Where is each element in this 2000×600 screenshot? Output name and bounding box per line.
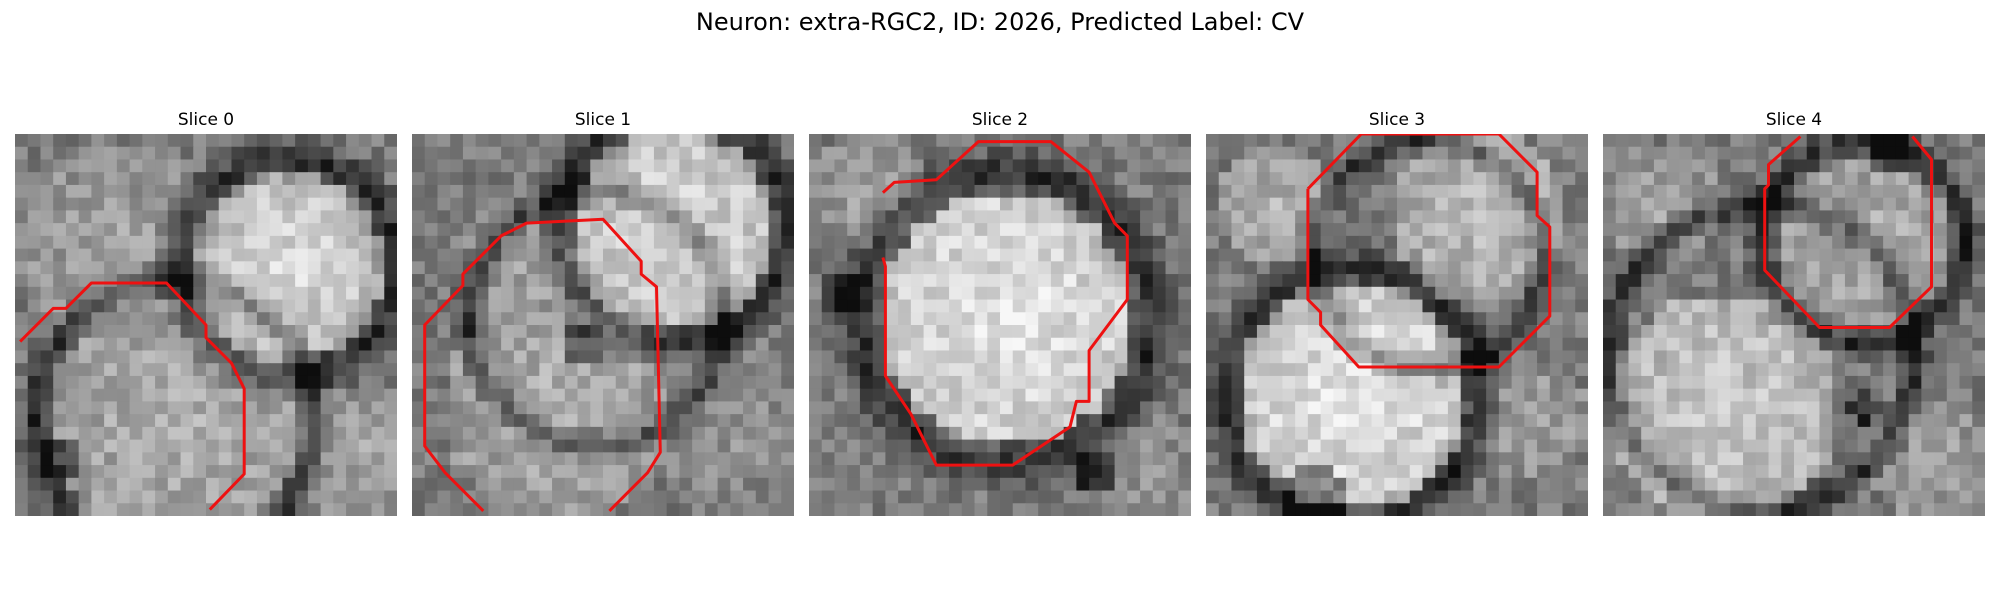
panel-slice-4: Slice 4 [1603,110,1985,516]
panel-title: Slice 3 [1206,110,1588,130]
panel-title: Slice 4 [1603,110,1985,130]
slice-image [1603,134,1985,516]
panel-slice-1: Slice 1 [412,110,794,516]
slice-image [1206,134,1588,516]
slice-image [15,134,397,516]
slice-image [809,134,1191,516]
panel-title: Slice 1 [412,110,794,130]
panel-title: Slice 2 [809,110,1191,130]
panel-slice-2: Slice 2 [809,110,1191,516]
figure-title: Neuron: extra-RGC2, ID: 2026, Predicted … [0,6,2000,38]
slice-image [412,134,794,516]
panel-slice-3: Slice 3 [1206,110,1588,516]
panel-title: Slice 0 [15,110,397,130]
panel-slice-0: Slice 0 [15,110,397,516]
